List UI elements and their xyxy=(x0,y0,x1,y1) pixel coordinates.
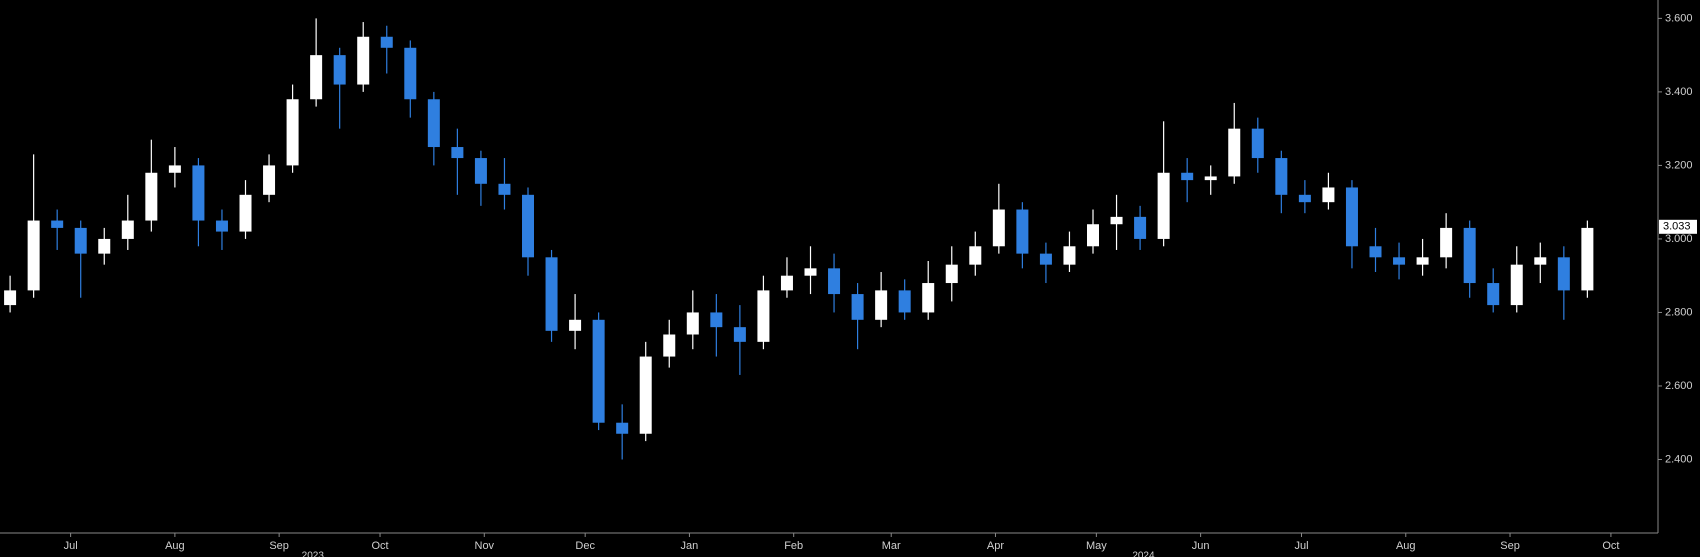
candle-body xyxy=(121,220,134,239)
candle-body xyxy=(686,312,699,335)
year-label: 2023 xyxy=(302,551,325,557)
candle-body xyxy=(1369,246,1382,258)
candle-body xyxy=(1463,227,1476,284)
candle-body xyxy=(1581,227,1594,291)
candle-body xyxy=(522,194,535,258)
candle-body xyxy=(1016,209,1029,254)
candle-body xyxy=(1487,283,1500,306)
x-tick-label: May xyxy=(1086,540,1107,552)
candle-body xyxy=(1134,216,1147,239)
x-tick-label: Sep xyxy=(1500,540,1520,552)
candle-body xyxy=(1275,158,1288,195)
candle-body xyxy=(1345,187,1358,247)
candle-body xyxy=(875,290,888,320)
candle-body xyxy=(1157,172,1170,239)
candle-body xyxy=(263,165,276,195)
y-tick-label: 2.600 xyxy=(1665,380,1693,392)
candle-body xyxy=(1510,264,1523,306)
candle-body xyxy=(1110,216,1123,225)
candle-body xyxy=(286,99,299,166)
candle-body xyxy=(1204,176,1217,181)
candle-body xyxy=(474,158,487,184)
candle-body xyxy=(1298,194,1311,203)
candle-body xyxy=(1416,257,1429,265)
candle-body xyxy=(27,220,40,291)
candle-body xyxy=(145,172,158,221)
x-tick-label: Oct xyxy=(1602,540,1619,552)
candle-body xyxy=(4,290,17,306)
y-tick-label: 3.400 xyxy=(1665,86,1693,98)
x-tick-label: Jul xyxy=(64,540,78,552)
candle-body xyxy=(74,227,87,254)
x-tick-label: Dec xyxy=(575,540,595,552)
year-label: 2024 xyxy=(1132,551,1155,557)
candle-body xyxy=(1322,187,1335,203)
candle-body xyxy=(451,147,464,159)
x-tick-label: Aug xyxy=(1396,540,1416,552)
last-value-label: 3.033 xyxy=(1663,221,1691,233)
x-tick-label: Oct xyxy=(371,540,388,552)
y-tick-label: 3.600 xyxy=(1665,12,1693,24)
candle-body xyxy=(733,327,746,342)
candle-body xyxy=(51,220,64,228)
x-tick-label: Jun xyxy=(1192,540,1210,552)
candle-body xyxy=(616,422,629,434)
candle-body xyxy=(1534,257,1547,265)
candle-body xyxy=(639,356,652,434)
candle-body xyxy=(663,334,676,357)
candle-body xyxy=(780,275,793,291)
candle-body xyxy=(945,264,958,284)
x-tick-label: Nov xyxy=(475,540,495,552)
candle-body xyxy=(1228,128,1241,177)
x-tick-label: Sep xyxy=(269,540,289,552)
candle-body xyxy=(710,312,723,328)
candle-body xyxy=(1087,224,1100,247)
candle-body xyxy=(969,246,982,265)
candle-body xyxy=(569,319,582,331)
candle-body xyxy=(992,209,1005,247)
candle-body xyxy=(592,319,605,423)
x-tick-label: Jan xyxy=(681,540,699,552)
candle-body xyxy=(1039,253,1052,265)
candle-body xyxy=(898,290,911,313)
y-tick-label: 3.000 xyxy=(1665,233,1693,245)
candle-body xyxy=(239,194,252,232)
candle-body xyxy=(310,55,323,100)
y-tick-label: 2.800 xyxy=(1665,306,1693,318)
candle-body xyxy=(333,55,346,85)
candle-body xyxy=(1181,172,1194,181)
candle-body xyxy=(192,165,205,221)
candle-body xyxy=(215,220,228,232)
candle-body xyxy=(1393,257,1406,265)
candle-body xyxy=(1440,227,1453,258)
last-value-box xyxy=(1659,219,1697,234)
candle-body xyxy=(357,36,370,85)
candle-body xyxy=(545,257,558,331)
candle-body xyxy=(804,268,817,276)
candle-body xyxy=(1251,128,1264,159)
candle-body xyxy=(828,268,841,295)
x-tick-label: Mar xyxy=(882,540,901,552)
candle-body xyxy=(1557,257,1570,291)
x-tick-label: Apr xyxy=(987,540,1004,552)
candle-body xyxy=(851,294,864,320)
y-tick-label: 2.400 xyxy=(1665,453,1693,465)
candle-body xyxy=(168,165,181,173)
candle-body xyxy=(757,290,770,342)
x-tick-label: Jul xyxy=(1294,540,1308,552)
candle-body xyxy=(1063,246,1076,265)
candle-body xyxy=(404,47,417,100)
y-tick-label: 3.200 xyxy=(1665,159,1693,171)
candle-body xyxy=(98,238,111,254)
candle-body xyxy=(380,36,393,48)
x-tick-label: Feb xyxy=(784,540,803,552)
x-tick-label: Aug xyxy=(165,540,185,552)
candle-body xyxy=(922,283,935,313)
candle-body xyxy=(498,183,511,195)
candle-body xyxy=(427,99,440,148)
